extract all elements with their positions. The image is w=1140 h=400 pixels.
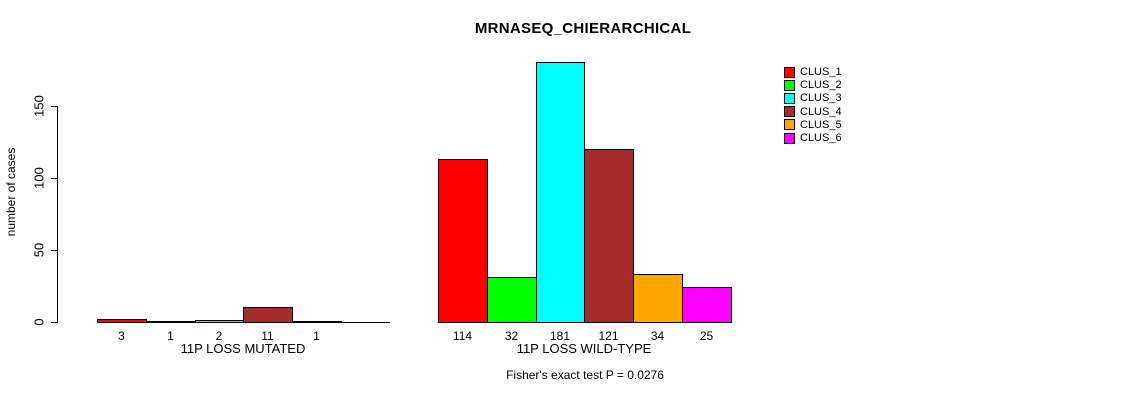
bar-value-label: 34 xyxy=(650,329,665,343)
chart-title: MRNASEQ_CHIERARCHICAL xyxy=(474,20,692,37)
y-axis-tick-label: 150 xyxy=(31,95,47,117)
y-axis-tick xyxy=(51,106,58,107)
bar-11p-loss-mutated-clus_1 xyxy=(97,319,147,323)
y-axis-tick xyxy=(51,250,58,251)
bar-value-label: 1 xyxy=(313,329,320,343)
y-axis-line xyxy=(57,106,58,323)
legend-swatch-clus_4 xyxy=(784,106,795,118)
bar-11p-loss-wild-type-clus_5 xyxy=(633,274,683,323)
y-axis-tick-label: 0 xyxy=(31,318,47,326)
legend-label: CLUS_4 xyxy=(800,105,842,118)
bar-11p-loss-wild-type-clus_3 xyxy=(536,62,585,323)
legend-label: CLUS_3 xyxy=(800,92,842,105)
y-axis-tick-label: 100 xyxy=(31,167,47,189)
legend-swatch-clus_2 xyxy=(784,79,795,91)
bar-11p-loss-mutated-clus_5 xyxy=(292,321,342,323)
bar-value-label: 3 xyxy=(118,329,125,343)
bar-11p-loss-wild-type-clus_6 xyxy=(682,287,732,323)
bar-value-label: 114 xyxy=(452,329,473,343)
legend-label: CLUS_6 xyxy=(800,132,842,144)
bar-value-label: 1 xyxy=(167,329,174,343)
y-axis-title: number of cases xyxy=(4,147,18,237)
y-axis-tick-label: 50 xyxy=(31,242,47,258)
legend-label: CLUS_5 xyxy=(800,118,842,131)
group-label-mutated: 11P LOSS MUTATED xyxy=(180,341,306,356)
legend-swatch-clus_1 xyxy=(784,66,795,78)
bar-value-label: 181 xyxy=(549,329,571,343)
group-label-wild-type: 11P LOSS WILD-TYPE xyxy=(516,341,652,356)
legend-label: CLUS_1 xyxy=(800,66,842,78)
bar-11p-loss-wild-type-clus_4 xyxy=(584,149,634,323)
bar-value-label: 32 xyxy=(504,329,519,343)
fisher-test-annotation: Fisher's exact test P = 0.0276 xyxy=(506,368,664,382)
legend-swatch-clus_6 xyxy=(784,132,795,144)
bar-value-label: 25 xyxy=(699,329,714,343)
bar-11p-loss-mutated-clus_4 xyxy=(243,307,293,323)
y-axis-tick xyxy=(51,322,58,323)
bar-11p-loss-wild-type-clus_2 xyxy=(487,277,537,323)
bar-11p-loss-mutated-clus_3 xyxy=(195,320,244,323)
bar-11p-loss-mutated-clus_2 xyxy=(146,321,196,323)
bar-value-label: 11 xyxy=(261,329,274,343)
legend-swatch-clus_5 xyxy=(784,119,795,131)
legend-label: CLUS_2 xyxy=(800,79,842,92)
bar-value-label: 2 xyxy=(215,329,223,343)
bar-11p-loss-wild-type-clus_1 xyxy=(438,159,488,323)
legend-swatch-clus_3 xyxy=(784,92,795,104)
bar-value-label: 121 xyxy=(598,329,619,343)
y-axis-tick xyxy=(51,178,58,179)
